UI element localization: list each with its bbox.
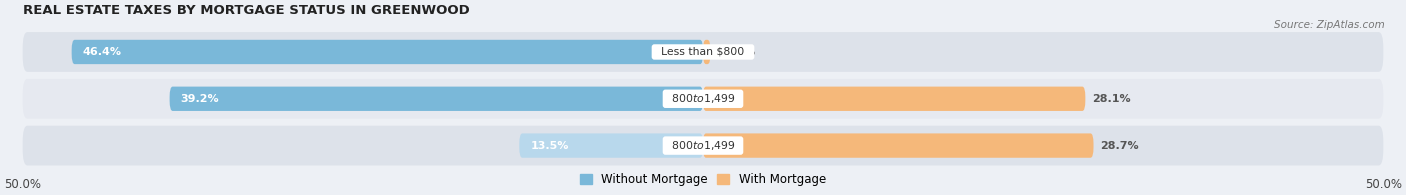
FancyBboxPatch shape: [703, 133, 1094, 158]
Text: Less than $800: Less than $800: [654, 47, 752, 57]
Text: 46.4%: 46.4%: [83, 47, 121, 57]
Text: 0.55%: 0.55%: [717, 47, 755, 57]
Text: $800 to $1,499: $800 to $1,499: [665, 139, 741, 152]
Text: 28.1%: 28.1%: [1092, 94, 1130, 104]
Text: 28.7%: 28.7%: [1101, 141, 1139, 151]
Text: REAL ESTATE TAXES BY MORTGAGE STATUS IN GREENWOOD: REAL ESTATE TAXES BY MORTGAGE STATUS IN …: [22, 4, 470, 17]
Text: $800 to $1,499: $800 to $1,499: [665, 92, 741, 105]
Text: 39.2%: 39.2%: [180, 94, 219, 104]
FancyBboxPatch shape: [519, 133, 703, 158]
Legend: Without Mortgage, With Mortgage: Without Mortgage, With Mortgage: [581, 173, 825, 186]
Text: 13.5%: 13.5%: [530, 141, 568, 151]
Text: Source: ZipAtlas.com: Source: ZipAtlas.com: [1274, 20, 1385, 29]
FancyBboxPatch shape: [703, 87, 1085, 111]
FancyBboxPatch shape: [170, 87, 703, 111]
FancyBboxPatch shape: [22, 32, 1384, 72]
FancyBboxPatch shape: [703, 40, 710, 64]
FancyBboxPatch shape: [22, 79, 1384, 119]
FancyBboxPatch shape: [72, 40, 703, 64]
FancyBboxPatch shape: [22, 126, 1384, 166]
